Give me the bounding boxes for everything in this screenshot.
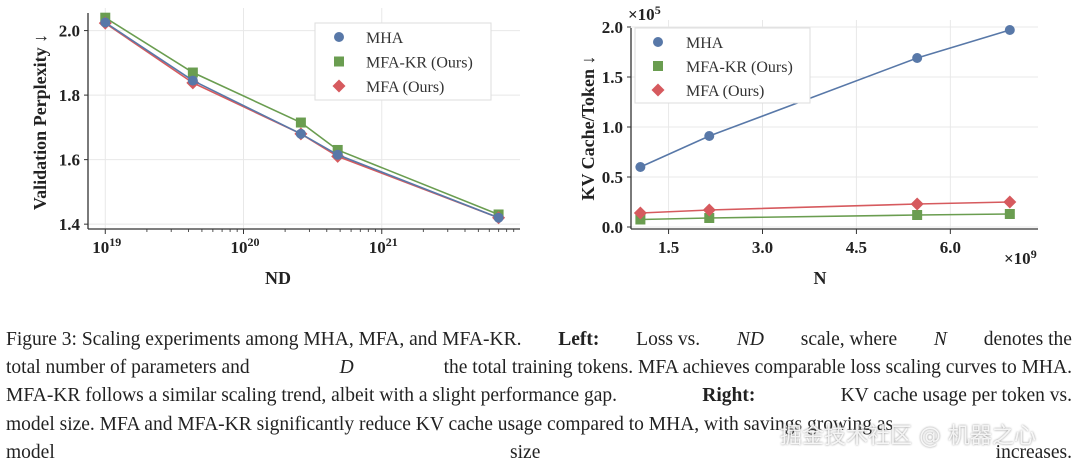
caption-segment: the total training tokens. MFA achieves … <box>443 357 1072 379</box>
legend-box <box>634 27 811 104</box>
right-chart: 1.5 3.0 4.5 6.0 0.0 0.5 1.0 1.5 2.0 ×105 ×109 N KV C… <box>578 3 1038 288</box>
y-tick-label: 1.8 <box>59 86 80 105</box>
left-chart: 1019 1020 1021 1.4 1.6 1.8 2.0 ND Validation Per… <box>30 8 520 288</box>
caption-segment: ND <box>736 329 764 350</box>
x-tick-label: 1021 <box>369 235 398 257</box>
data-point <box>702 203 716 217</box>
x-tick-label: 1.5 <box>658 238 679 257</box>
legend-label: MFA (Ours) <box>366 79 444 96</box>
legend-marker <box>651 83 665 97</box>
figure-charts: 1019 1020 1021 1.4 1.6 1.8 2.0 ND Validation Per… <box>30 3 1038 288</box>
figure-caption: Figure 3: Scaling experiments among MHA,… <box>6 326 1072 467</box>
y-axis-label: Validation Perplexity ↓ <box>30 34 50 210</box>
x-multiplier: ×109 <box>1004 247 1037 268</box>
caption-segment: model size. MFA and MFA-KR significantly… <box>6 413 894 435</box>
y-tick-label: 1.0 <box>602 118 623 137</box>
watermark: 掘金技术社区 @ 机器之心 <box>780 424 1036 449</box>
caption-line: model size. MFA and MFA-KR significantly… <box>6 411 1072 439</box>
x-tick-label: 1020 <box>231 235 260 257</box>
caption-segment: Figure 3: Scaling experiments among MHA,… <box>6 329 522 350</box>
y-tick-label: 0.5 <box>602 168 623 187</box>
data-point <box>295 117 306 128</box>
y-tick-label: 2.0 <box>602 18 623 37</box>
legend-marker <box>334 56 344 67</box>
caption-line: model size increases. <box>6 439 1072 467</box>
caption-segment: KV cache usage per token vs. <box>840 385 1072 407</box>
data-point <box>100 17 111 28</box>
y-tick-label: 2.0 <box>59 22 80 41</box>
caption-segment: N <box>933 329 947 350</box>
caption-segment: model size increases. <box>6 441 1072 463</box>
data-point <box>912 210 923 220</box>
legend-marker <box>653 37 663 47</box>
data-point <box>910 197 924 211</box>
legend-box <box>314 22 492 101</box>
data-point <box>635 162 646 172</box>
left-legend: MHA MFA-KR (Ours) MFA (Ours) <box>314 22 492 101</box>
legend-marker <box>332 79 346 93</box>
caption-segment: Loss vs. <box>636 329 701 350</box>
data-point <box>332 149 343 160</box>
data-point <box>187 75 198 86</box>
legend-label: MFA (Ours) <box>686 83 764 100</box>
data-point <box>704 131 715 141</box>
x-axis-label: ND <box>265 268 291 288</box>
legend-marker <box>653 61 663 71</box>
legend-label: MHA <box>686 35 724 52</box>
data-point <box>1004 25 1015 35</box>
legend-label: MFA-KR (Ours) <box>686 59 793 76</box>
series-line-mfa-kr <box>640 213 1010 221</box>
y-tick-label: 0.0 <box>602 218 623 237</box>
x-tick-label: 4.5 <box>846 238 867 257</box>
legend-label: MHA <box>366 30 404 47</box>
data-point <box>1003 195 1017 209</box>
caption-segment: Left: <box>558 329 600 350</box>
legend-marker <box>334 32 344 42</box>
caption-segment: denotes the <box>983 329 1072 350</box>
caption-segment: D <box>339 357 354 379</box>
y-axis-label: KV Cache/Token ↓ <box>578 55 598 200</box>
y-tick-label: 1.5 <box>602 68 623 87</box>
data-point <box>912 53 923 63</box>
caption-segment: total number of parameters and <box>6 357 250 379</box>
y-multiplier: ×105 <box>628 3 661 24</box>
legend-label: MFA-KR (Ours) <box>366 55 473 72</box>
x-tick-label: 1019 <box>92 235 121 257</box>
right-legend: MHA MFA-KR (Ours) MFA (Ours) <box>634 27 811 104</box>
caption-line: Figure 3: Scaling experiments among MHA,… <box>6 326 1072 354</box>
data-point <box>633 206 647 220</box>
series-line-mfa <box>640 201 1010 214</box>
x-tick-label: 6.0 <box>940 238 961 257</box>
y-tick-label: 1.6 <box>59 151 80 170</box>
caption-segment: scale, where <box>800 329 898 350</box>
data-point <box>704 213 715 223</box>
x-axis-label: N <box>814 268 827 288</box>
y-tick-label: 1.4 <box>59 215 81 234</box>
data-point <box>187 67 198 78</box>
x-tick-label: 3.0 <box>752 238 773 257</box>
caption-segment: MFA-KR follows a similar scaling trend, … <box>6 385 618 407</box>
data-point <box>295 128 306 139</box>
series-line-mha <box>640 29 1011 168</box>
data-point <box>1004 209 1015 219</box>
caption-segment: Right: <box>702 385 756 407</box>
caption-line: MFA-KR follows a similar scaling trend, … <box>6 382 1072 410</box>
data-point <box>493 212 504 223</box>
